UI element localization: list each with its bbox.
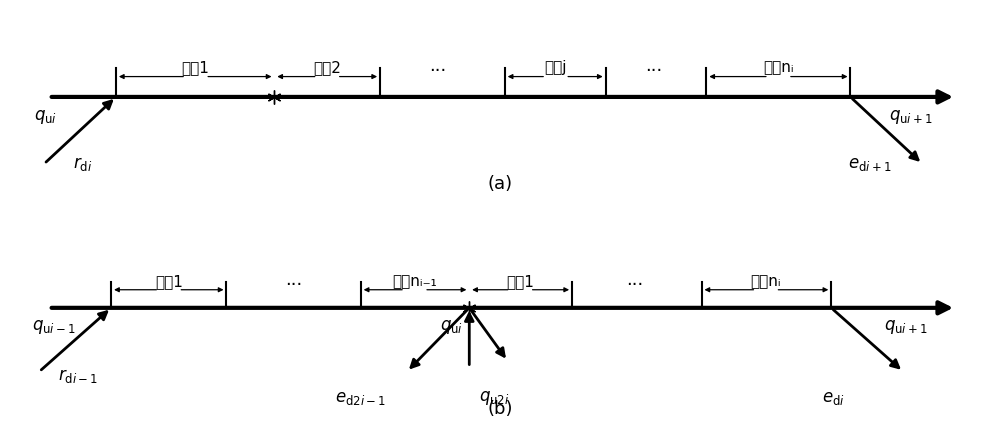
Text: ...: ... (626, 271, 643, 289)
Text: 路段2: 路段2 (313, 60, 341, 75)
Text: 路段nᵢ: 路段nᵢ (763, 60, 794, 75)
Text: 路段nᵢ: 路段nᵢ (751, 274, 781, 289)
Text: ...: ... (645, 57, 662, 75)
Text: $q_{\mathrm{u}i}$: $q_{\mathrm{u}i}$ (34, 108, 58, 126)
Text: $e_{\mathrm{d}2i-1}$: $e_{\mathrm{d}2i-1}$ (335, 389, 386, 407)
Text: 路段1: 路段1 (155, 274, 183, 289)
Text: 路段1: 路段1 (506, 274, 534, 289)
Text: 路段j: 路段j (544, 60, 567, 75)
Text: (a): (a) (487, 175, 513, 193)
Text: ...: ... (429, 57, 446, 75)
Text: $q_{\mathrm{u}2i}$: $q_{\mathrm{u}2i}$ (479, 389, 509, 407)
Text: 路段nᵢ₋₁: 路段nᵢ₋₁ (392, 274, 437, 289)
Text: $q_{\mathrm{u}i}$: $q_{\mathrm{u}i}$ (440, 318, 464, 336)
Text: (b): (b) (487, 400, 513, 418)
Text: $q_{\mathrm{u}i+1}$: $q_{\mathrm{u}i+1}$ (889, 108, 933, 126)
Text: $q_{\mathrm{u}i-1}$: $q_{\mathrm{u}i-1}$ (32, 318, 76, 336)
Text: $e_{\mathrm{d}i}$: $e_{\mathrm{d}i}$ (822, 389, 844, 407)
Text: ...: ... (285, 271, 302, 289)
Text: 路段1: 路段1 (182, 60, 210, 75)
Text: $e_{\mathrm{d}i+1}$: $e_{\mathrm{d}i+1}$ (848, 155, 891, 173)
Text: $q_{\mathrm{u}i+1}$: $q_{\mathrm{u}i+1}$ (884, 318, 928, 336)
Text: $r_{\mathrm{d}i-1}$: $r_{\mathrm{d}i-1}$ (58, 367, 99, 385)
Text: $r_{\mathrm{d}i}$: $r_{\mathrm{d}i}$ (73, 155, 92, 173)
